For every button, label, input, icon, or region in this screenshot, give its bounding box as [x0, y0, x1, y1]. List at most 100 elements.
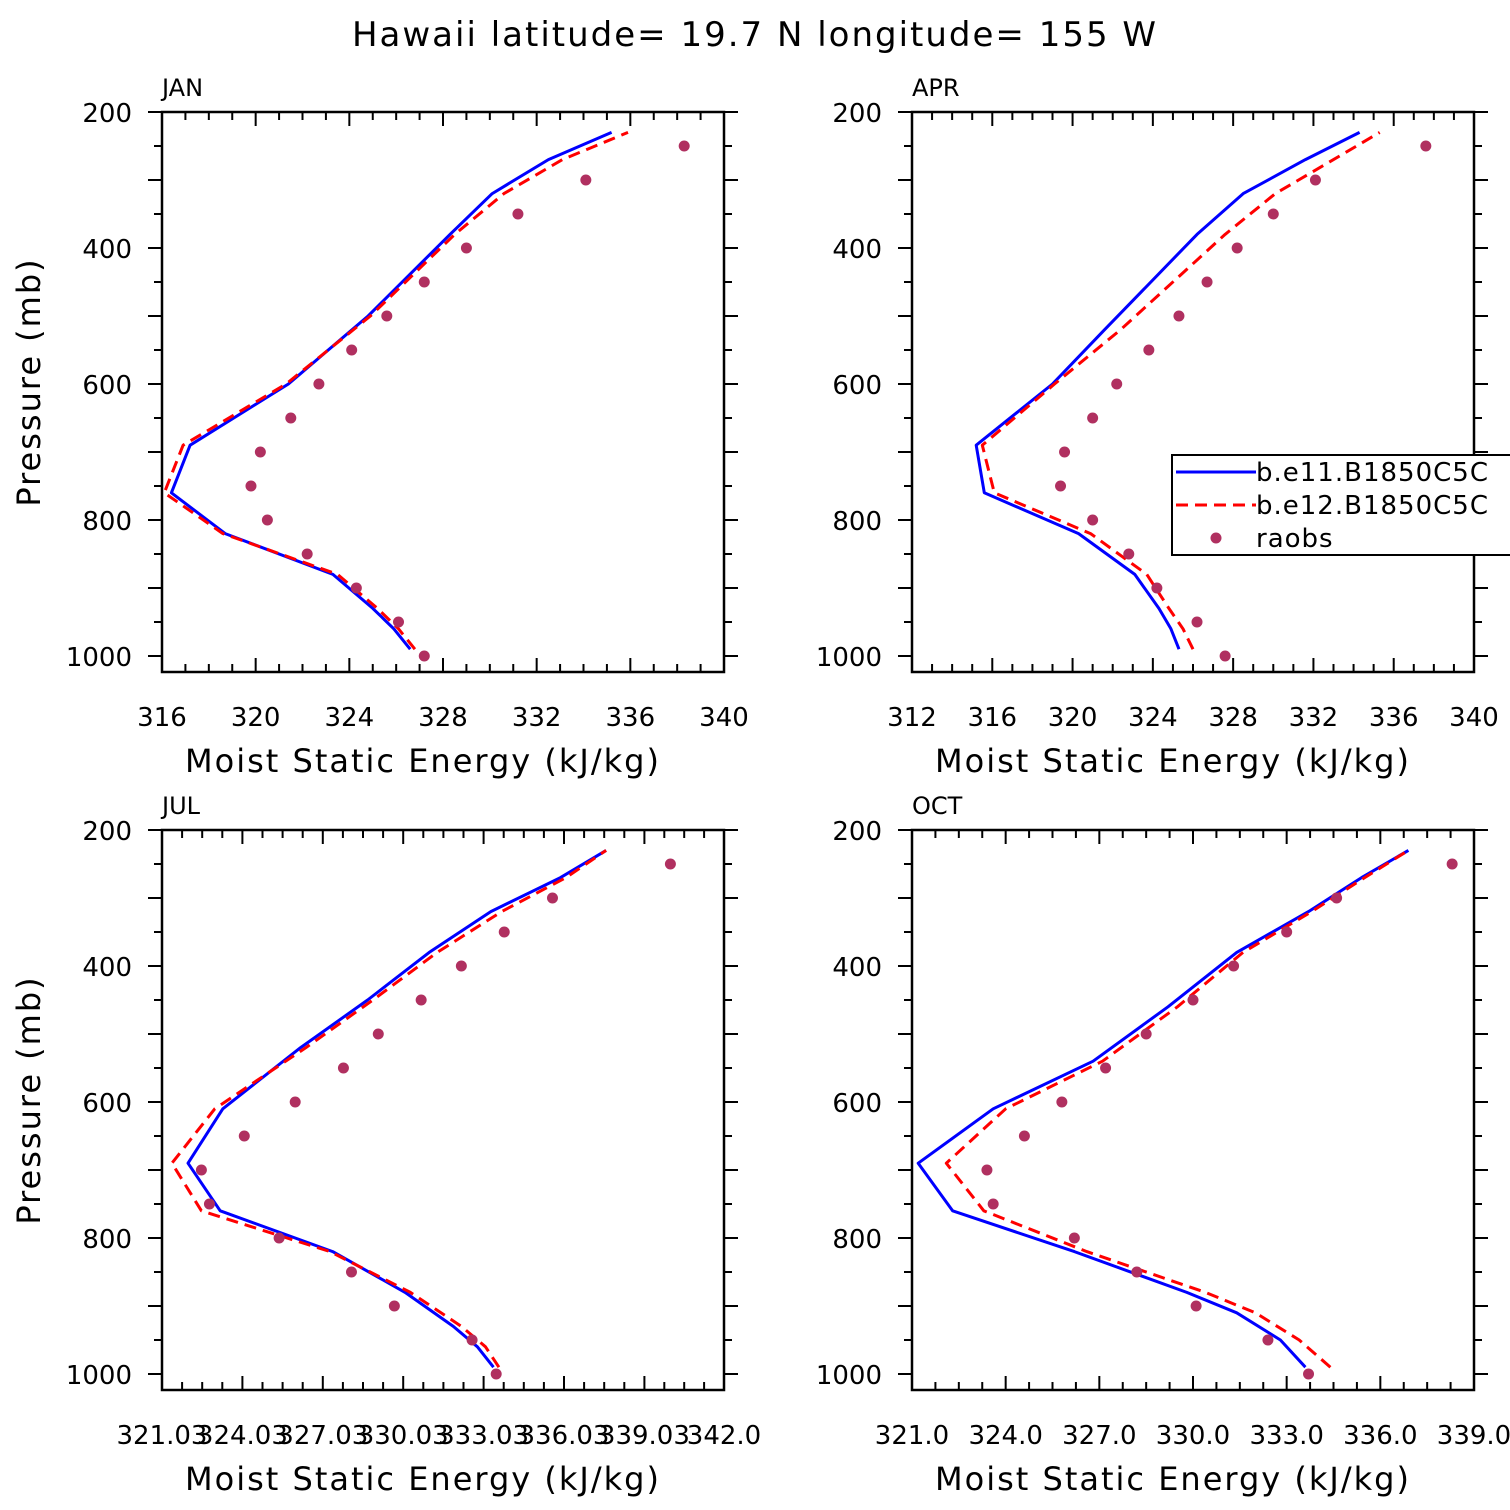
x-tick-label: 328	[1208, 703, 1258, 733]
raobs-point	[381, 310, 393, 322]
y-tick-label: 800	[82, 507, 132, 537]
raobs-point	[512, 208, 524, 220]
raobs-point	[1173, 310, 1185, 322]
raobs-point	[301, 548, 313, 560]
y-tick-label: 400	[832, 953, 882, 983]
series-line-b12	[170, 849, 607, 1369]
x-tick-label: 321.03	[117, 1421, 208, 1451]
x-tick-label: 328	[418, 703, 468, 733]
x-tick-label: 339.0	[1437, 1421, 1510, 1451]
x-tick-label: 330.03	[358, 1421, 449, 1451]
series-line-b11	[169, 131, 613, 651]
panel-label: JUL	[160, 792, 201, 820]
y-tick-label: 800	[82, 1225, 132, 1255]
x-axis-label: Moist Static Energy (kJ/kg)	[185, 1460, 661, 1498]
plot-frame	[910, 110, 1476, 674]
series-line-b12	[944, 849, 1410, 1369]
raobs-point	[1100, 1062, 1112, 1074]
legend-marker-raobs	[1210, 532, 1222, 544]
raobs-point	[289, 1096, 301, 1108]
raobs-point	[1059, 446, 1071, 458]
panel-oct: OCT 321.0 324.0 327.0 330.0 333.0 336.0 339.0 20…	[816, 792, 1510, 1498]
raobs-point	[1309, 174, 1321, 186]
y-tick-label: 200	[832, 817, 882, 847]
raobs-point	[1231, 242, 1243, 254]
plot-frame	[160, 110, 726, 674]
raobs-point	[393, 616, 405, 628]
x-tick-label: 327.0	[1062, 1421, 1136, 1451]
x-tick-label: 336.03	[519, 1421, 610, 1451]
y-axis-label: Pressure (mb)	[10, 975, 48, 1224]
raobs-point	[388, 1300, 400, 1312]
x-tick-label: 327.03	[277, 1421, 368, 1451]
raobs-point	[337, 1062, 349, 1074]
y-tick-label: 400	[82, 953, 132, 983]
x-axis-label: Moist Static Energy (kJ/kg)	[935, 742, 1411, 780]
y-tick-label: 600	[832, 1089, 882, 1119]
raobs-point	[1190, 1300, 1202, 1312]
x-tick-label: 320	[231, 703, 281, 733]
y-tick-label: 400	[82, 235, 132, 265]
y-axis-label: Pressure (mb)	[10, 257, 48, 506]
raobs-point	[1140, 1028, 1152, 1040]
y-tick-label: 800	[832, 1225, 882, 1255]
x-tick-label: 320	[1048, 703, 1098, 733]
series-line-b11	[916, 849, 1410, 1369]
y-tick-label: 1000	[816, 1361, 882, 1391]
x-tick-label: 324.0	[968, 1421, 1042, 1451]
legend-label-b12: b.e12.B1850C5C	[1256, 491, 1489, 521]
raobs-point	[1068, 1232, 1080, 1244]
y-tick-label: 800	[832, 507, 882, 537]
raobs-point	[1446, 858, 1458, 870]
x-tick-label: 330.0	[1156, 1421, 1230, 1451]
raobs-point	[987, 1198, 999, 1210]
raobs-point	[1262, 1334, 1274, 1346]
x-tick-label: 316	[967, 703, 1017, 733]
raobs-point	[1228, 960, 1240, 972]
raobs-point	[1420, 140, 1432, 152]
raobs-point	[1191, 616, 1203, 628]
raobs-point	[546, 892, 558, 904]
x-tick-label: 333.0	[1249, 1421, 1323, 1451]
series-line-b12	[980, 131, 1381, 650]
x-axis-label: Moist Static Energy (kJ/kg)	[185, 742, 661, 780]
panel-apr: APR 312 316 320 324 328 332 336 340 200 400 600 800 1…	[816, 74, 1499, 780]
raobs-point	[195, 1164, 207, 1176]
figure-title: Hawaii latitude= 19.7 N longitude= 155 W	[352, 15, 1158, 55]
x-tick-label: 333.03	[438, 1421, 529, 1451]
x-tick-label: 339.03	[599, 1421, 690, 1451]
raobs-point	[1123, 548, 1135, 560]
y-tick-label: 1000	[66, 643, 132, 673]
raobs-point	[1201, 276, 1213, 288]
y-tick-label: 600	[82, 1089, 132, 1119]
series-line-b11	[974, 131, 1361, 650]
series-line-b12	[162, 131, 629, 651]
series-raobs	[195, 858, 676, 1380]
y-tick-label: 600	[832, 371, 882, 401]
x-tick-label: 340	[699, 703, 749, 733]
raobs-point	[1151, 582, 1163, 594]
raobs-point	[1187, 994, 1199, 1006]
raobs-point	[345, 1266, 357, 1278]
raobs-point	[238, 1130, 250, 1142]
panel-label: APR	[912, 74, 960, 102]
raobs-point	[498, 926, 510, 938]
raobs-point	[1018, 1130, 1030, 1142]
x-tick-label: 336.0	[1343, 1421, 1417, 1451]
x-tick-label: 336	[606, 703, 656, 733]
x-tick-label: 316	[137, 703, 187, 733]
raobs-point	[664, 858, 676, 870]
y-tick-label: 200	[82, 817, 132, 847]
x-tick-label: 312	[887, 703, 937, 733]
raobs-point	[490, 1368, 502, 1380]
raobs-point	[313, 378, 325, 390]
raobs-point	[1281, 926, 1293, 938]
raobs-point	[203, 1198, 215, 1210]
series-line-b11	[186, 849, 607, 1369]
x-tick-label: 336	[1369, 703, 1419, 733]
raobs-point	[372, 1028, 384, 1040]
raobs-point	[1087, 412, 1099, 424]
raobs-point	[418, 276, 430, 288]
raobs-point	[346, 344, 358, 356]
